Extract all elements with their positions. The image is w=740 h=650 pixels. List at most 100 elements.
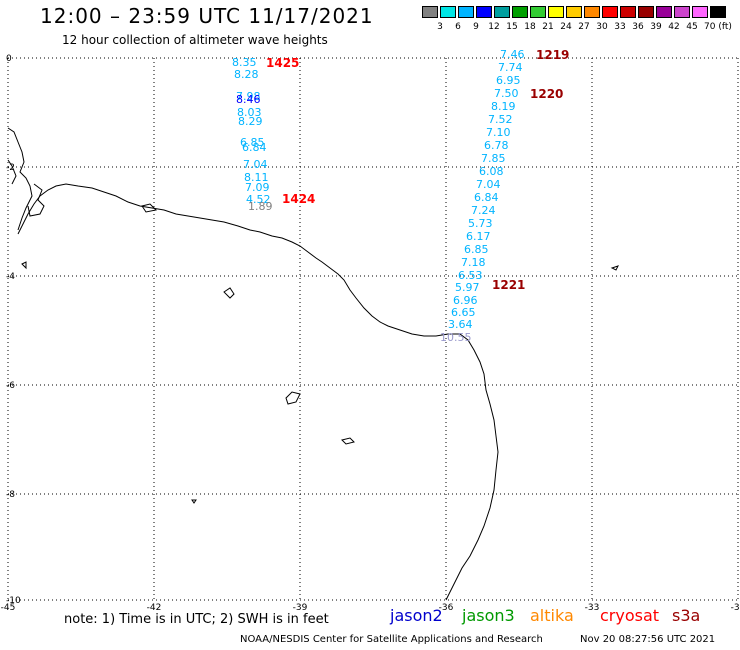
pass-time-labels: 1219 1220 1221 1425 1424: [266, 48, 569, 292]
wave-height-value: 7.04: [243, 158, 268, 171]
lat-tick-label: -8: [6, 490, 15, 500]
generated-timestamp: Nov 20 08:27:56 UTC 2021: [580, 634, 716, 645]
legend-label: 15: [506, 22, 518, 32]
wave-height-value: 8.03: [237, 106, 262, 119]
wave-height-value: 3.64: [448, 318, 473, 331]
legend-swatch: [548, 6, 564, 18]
legend-label: 21: [542, 22, 554, 32]
lat-tick-label: -10: [6, 596, 21, 606]
wave-height-value: 5.97: [455, 281, 480, 294]
island-2: [285, 391, 301, 405]
legend-label: 3: [437, 22, 443, 32]
wave-height-value: 8.19: [491, 100, 516, 113]
wave-height-value: 7.74: [498, 61, 523, 74]
lon-tick-label: -30: [731, 603, 740, 613]
legend-swatch: [656, 6, 672, 18]
legend-swatch: [584, 6, 600, 18]
pass-time-label: 1221: [492, 278, 525, 292]
northern-coast-detail: [7, 127, 45, 231]
wave-height-value: 7.50: [494, 87, 519, 100]
legend-swatch: [458, 6, 474, 18]
legend-label: 42: [668, 22, 680, 32]
legend-swatch: [710, 6, 726, 18]
legend-label: 70 (ft): [704, 22, 732, 32]
wave-height-labels: 7.467.746.957.508.197.527.106.787.856.08…: [232, 48, 525, 344]
wave-height-value: 10.55: [440, 331, 472, 344]
lat-tick-label: -6: [6, 381, 15, 391]
island-6: [21, 261, 27, 270]
wave-height-value: 6.85: [464, 243, 489, 256]
wave-height-value: 8.46: [236, 93, 261, 106]
wave-height-value: 6.65: [451, 306, 476, 319]
wave-height-value: 8.11: [244, 171, 269, 184]
wave-height-value: 6.84: [242, 141, 267, 154]
satellite-name: altika: [530, 606, 574, 625]
wave-height-value: 6.84: [474, 191, 499, 204]
wave-height-value: 6.53: [458, 269, 483, 282]
legend-label: 9: [473, 22, 479, 32]
legend-swatch: [476, 6, 492, 18]
wave-height-value: 7.10: [486, 126, 511, 139]
satellite-name: jason3: [462, 606, 515, 625]
legend-label: 12: [488, 22, 500, 32]
lon-tick-label: -45: [1, 603, 16, 613]
legend-label: 39: [650, 22, 662, 32]
legend-label: 33: [614, 22, 626, 32]
legend-label: 18: [524, 22, 536, 32]
lon-tick-label: -39: [293, 603, 308, 613]
lat-tick-label: -2: [6, 163, 15, 173]
wave-height-value: 1.89: [248, 200, 273, 213]
legend-swatch: [422, 6, 438, 18]
brazil-coastline: [17, 183, 499, 601]
legend-swatch: [638, 6, 654, 18]
wave-height-value: 6.08: [479, 165, 504, 178]
coastline: [7, 127, 619, 601]
island-5: [610, 265, 619, 271]
wave-height-value: 7.46: [500, 48, 525, 61]
wave-height-value: 7.04: [476, 178, 501, 191]
wave-height-value: 6.17: [466, 230, 491, 243]
legend-label: 45: [686, 22, 698, 32]
credit-line: NOAA/NESDIS Center for Satellite Applica…: [240, 634, 543, 645]
legend-label: 27: [578, 22, 590, 32]
wave-height-value: 7.98: [236, 90, 261, 103]
island-4: [141, 203, 158, 213]
legend-swatch: [494, 6, 510, 18]
graticule: -45 -42 -39 -36 -33 -30 0 -2 -4 -6 -8 -10: [1, 54, 740, 613]
legend-swatch: [692, 6, 708, 18]
pass-time-label: 1424: [282, 192, 315, 206]
legend-swatch: [512, 6, 528, 18]
wave-height-value: 8.35: [232, 56, 257, 69]
lon-tick-label: -36: [439, 603, 454, 613]
wave-height-value: 4.52: [246, 193, 271, 206]
wave-height-value: 7.18: [461, 256, 486, 269]
legend-swatch: [530, 6, 546, 18]
wave-height-value: 8.29: [238, 115, 263, 128]
island-1: [223, 287, 235, 299]
wave-height-value: 6.78: [484, 139, 509, 152]
pass-time-label: 1220: [530, 87, 563, 101]
map-subtitle: 12 hour collection of altimeter wave hei…: [62, 33, 328, 47]
satellite-name: cryosat: [600, 606, 660, 625]
lon-tick-label: -33: [585, 603, 600, 613]
island-3: [341, 437, 355, 445]
legend-swatch: [440, 6, 456, 18]
legend-label: 6: [455, 22, 461, 32]
wave-height-value: 7.09: [245, 181, 270, 194]
wave-height-value: 5.73: [468, 217, 493, 230]
legend-swatch: [602, 6, 618, 18]
lon-tick-label: -42: [147, 603, 162, 613]
satellite-name: s3a: [672, 606, 701, 625]
wave-height-value: 6.85: [240, 136, 265, 149]
lat-tick-label: -4: [6, 272, 15, 282]
map-title: 12:00 – 23:59 UTC 11/17/2021: [40, 4, 374, 28]
wave-height-value: 6.95: [496, 74, 521, 87]
wave-height-value: 7.52: [488, 113, 513, 126]
wave-height-value: 6.96: [453, 294, 478, 307]
pass-time-label: 1425: [266, 56, 299, 70]
legend-label: 24: [560, 22, 572, 32]
legend-swatch: [566, 6, 582, 18]
island-7: [191, 499, 197, 504]
lat-tick-label: 0: [6, 54, 12, 64]
